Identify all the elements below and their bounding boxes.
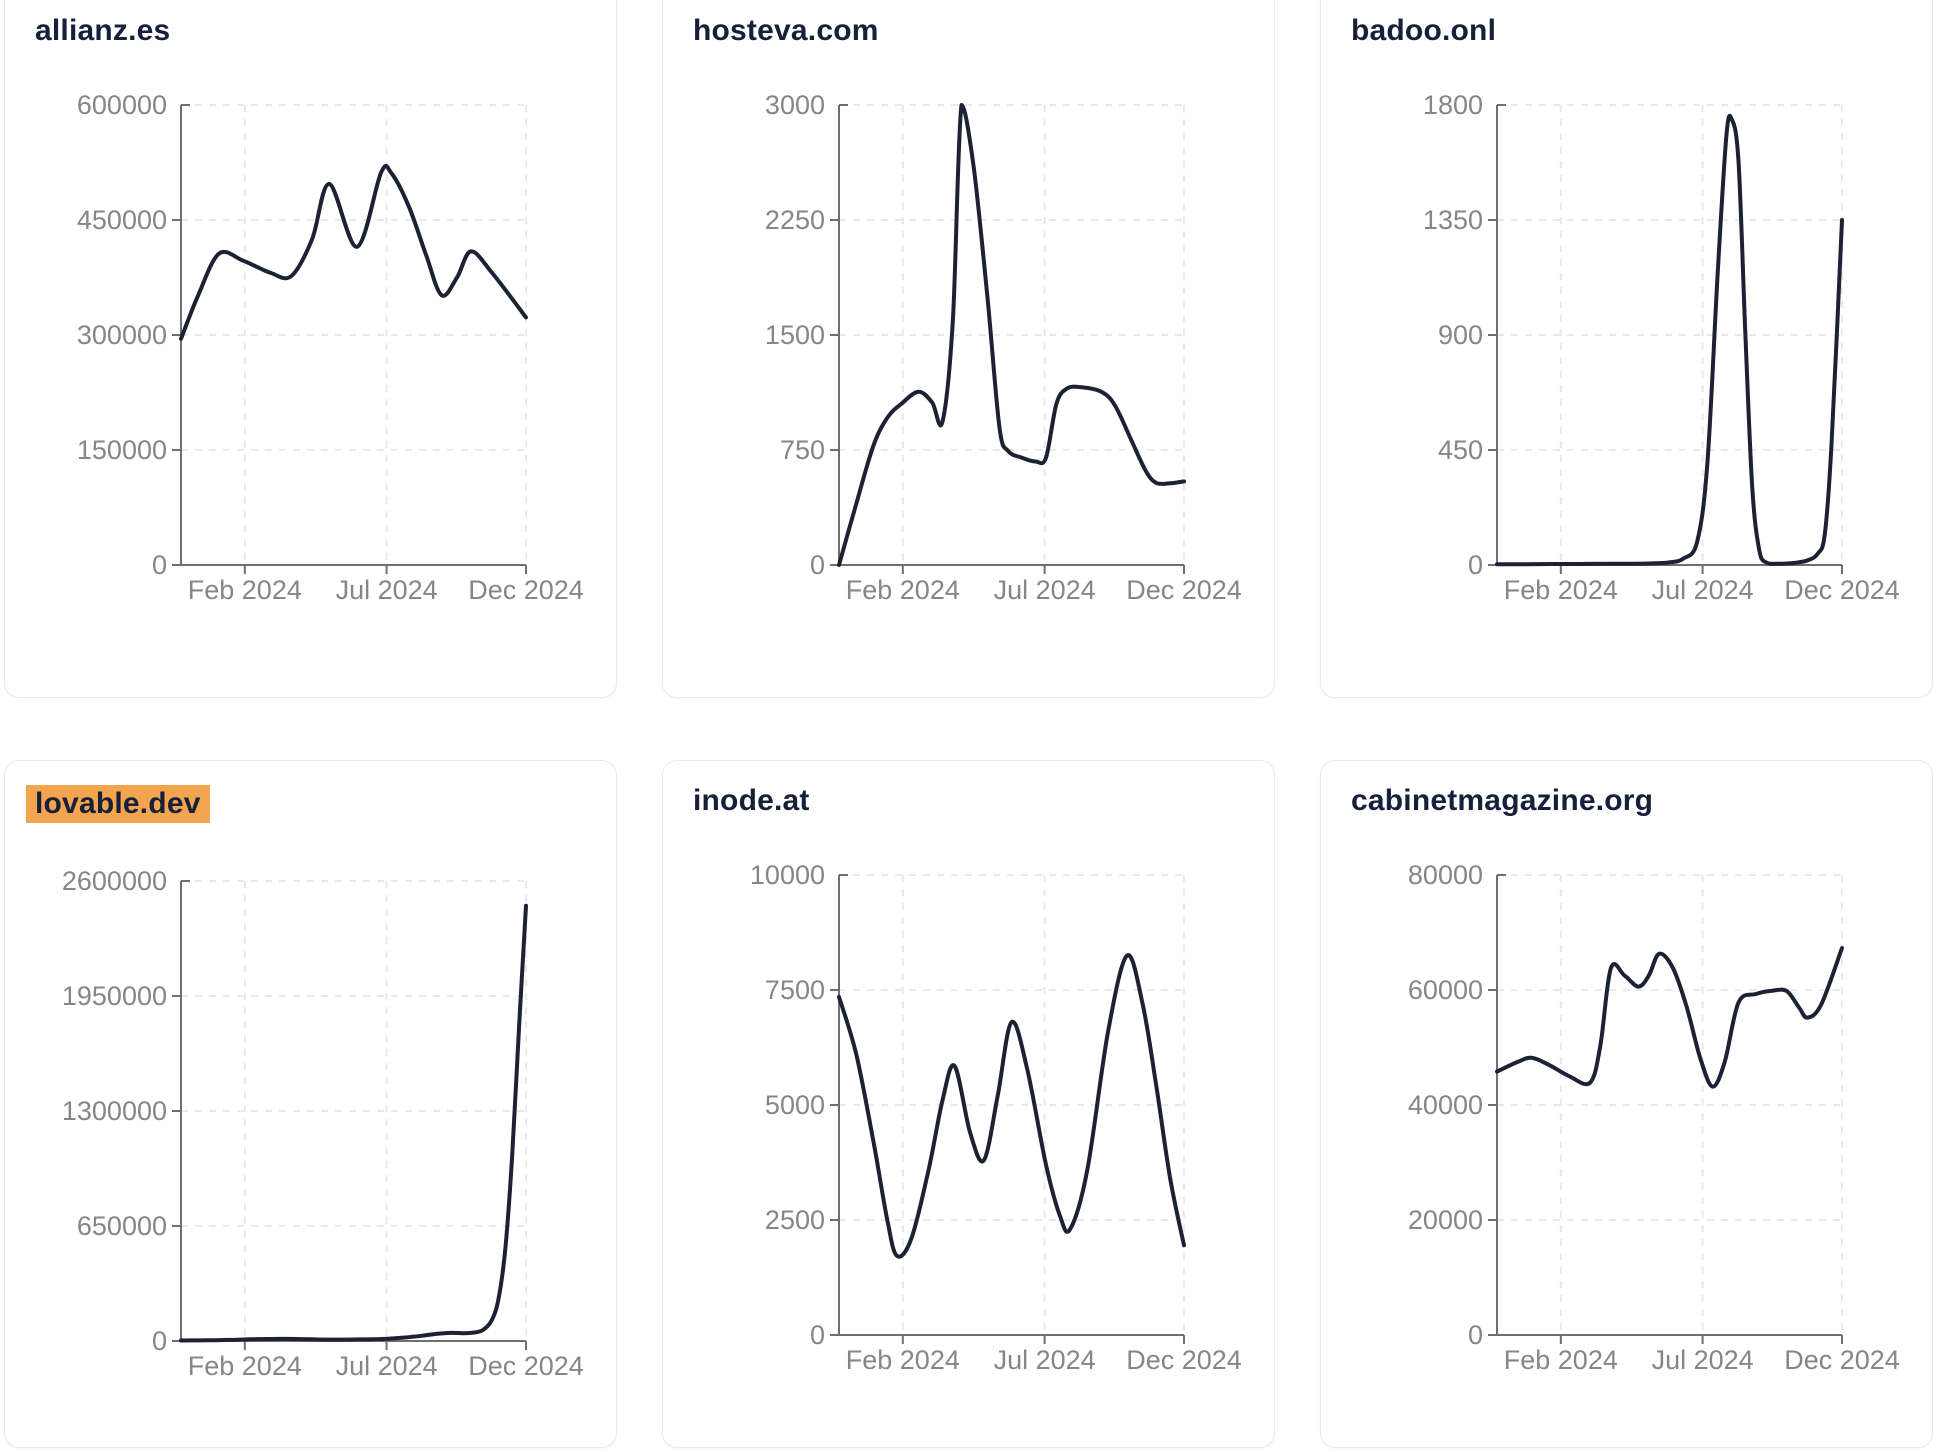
- card-title: badoo.onl: [1321, 0, 1932, 47]
- x-tick-label: Jul 2024: [1652, 1345, 1754, 1375]
- y-tick-label: 1800: [1423, 90, 1483, 120]
- domain-card: lovable.dev 0 650000 1300000 1950000 2600000…: [4, 760, 617, 1448]
- y-tick-label: 3000: [765, 90, 825, 120]
- y-tick-label: 1950000: [62, 981, 167, 1011]
- y-tick-label: 0: [810, 1320, 825, 1350]
- x-tick-label: Dec 2024: [468, 575, 584, 605]
- axes: 0 20000 40000 60000 80000 Feb 2024 Jul 2024 Dec…: [1408, 860, 1900, 1375]
- y-tick-label: 10000: [750, 860, 825, 890]
- axes: 0 2500 5000 7500 10000 Feb 2024 Jul 2024 Dec 20…: [750, 860, 1242, 1375]
- x-tick-label: Feb 2024: [188, 575, 302, 605]
- y-tick-label: 0: [810, 550, 825, 580]
- y-tick-label: 0: [1468, 550, 1483, 580]
- x-tick-label: Feb 2024: [188, 1351, 302, 1381]
- traffic-line: [837, 953, 1186, 1259]
- x-tick-label: Dec 2024: [468, 1351, 584, 1381]
- domain-name: allianz.es: [35, 14, 171, 47]
- y-tick-label: 2250: [765, 205, 825, 235]
- traffic-line: [179, 163, 528, 341]
- gridlines: [1497, 104, 1843, 565]
- traffic-line: [837, 103, 1186, 567]
- y-tick-label: 0: [152, 1326, 167, 1356]
- traffic-line: [179, 903, 528, 1343]
- y-tick-label: 750: [780, 435, 825, 465]
- x-tick-label: Dec 2024: [1126, 1345, 1242, 1375]
- domain-card: hosteva.com 0 750 1500 2250 3000 Feb 2024 Jul …: [662, 0, 1275, 698]
- y-tick-label: 60000: [1408, 975, 1483, 1005]
- traffic-line: [1495, 113, 1844, 567]
- gridlines: [839, 874, 1185, 1335]
- y-tick-label: 40000: [1408, 1090, 1483, 1120]
- card-title: inode.at: [663, 761, 1274, 817]
- axes: 0 650000 1300000 1950000 2600000 Feb 2024 Jul …: [62, 866, 584, 1381]
- domain-name: inode.at: [693, 784, 810, 817]
- domain-card: allianz.es 0 150000 300000 450000 600000 Feb …: [4, 0, 617, 698]
- axes: 0 450 900 1350 1800 Feb 2024 Jul 2024 Dec 2024: [1423, 90, 1900, 605]
- card-title: lovable.dev: [5, 761, 616, 823]
- x-tick-label: Jul 2024: [336, 575, 438, 605]
- domain-name: cabinetmagazine.org: [1351, 784, 1654, 817]
- traffic-line-chart: 0 150000 300000 450000 600000 Feb 2024 Jul 202…: [77, 90, 584, 605]
- y-tick-label: 1500: [765, 320, 825, 350]
- y-tick-label: 150000: [77, 435, 167, 465]
- x-tick-label: Dec 2024: [1784, 575, 1900, 605]
- x-tick-label: Dec 2024: [1126, 575, 1242, 605]
- axes: 0 150000 300000 450000 600000 Feb 2024 Jul 202…: [77, 90, 584, 605]
- x-tick-label: Feb 2024: [1504, 1345, 1618, 1375]
- y-tick-label: 20000: [1408, 1205, 1483, 1235]
- traffic-line-chart: 0 450 900 1350 1800 Feb 2024 Jul 2024 Dec 2024: [1423, 90, 1900, 605]
- x-tick-label: Jul 2024: [994, 1345, 1096, 1375]
- axes: 0 750 1500 2250 3000 Feb 2024 Jul 2024 Dec 2024: [765, 90, 1242, 605]
- y-tick-label: 600000: [77, 90, 167, 120]
- domain-name: lovable.dev: [26, 785, 210, 823]
- domain-name: hosteva.com: [693, 14, 879, 47]
- x-tick-label: Jul 2024: [336, 1351, 438, 1381]
- gridlines: [839, 104, 1185, 565]
- gridlines: [1497, 874, 1843, 1335]
- y-tick-label: 80000: [1408, 860, 1483, 890]
- gridlines: [181, 880, 527, 1341]
- y-tick-label: 7500: [765, 975, 825, 1005]
- traffic-line-chart: 0 20000 40000 60000 80000 Feb 2024 Jul 2024 Dec…: [1408, 860, 1900, 1375]
- x-tick-label: Jul 2024: [1652, 575, 1754, 605]
- y-tick-label: 0: [152, 550, 167, 580]
- traffic-line-chart: 0 650000 1300000 1950000 2600000 Feb 2024 Jul …: [62, 866, 584, 1381]
- y-tick-label: 0: [1468, 1320, 1483, 1350]
- traffic-line: [1495, 946, 1844, 1089]
- y-tick-label: 2600000: [62, 866, 167, 896]
- y-tick-label: 5000: [765, 1090, 825, 1120]
- x-tick-label: Feb 2024: [846, 1345, 960, 1375]
- y-tick-label: 300000: [77, 320, 167, 350]
- y-tick-label: 900: [1438, 320, 1483, 350]
- domain-card: cabinetmagazine.org 0 20000 40000 60000 8000…: [1320, 760, 1933, 1448]
- traffic-line-chart: 0 750 1500 2250 3000 Feb 2024 Jul 2024 Dec 2024: [765, 90, 1242, 605]
- x-tick-label: Feb 2024: [1504, 575, 1618, 605]
- card-title: hosteva.com: [663, 0, 1274, 47]
- card-title: allianz.es: [5, 0, 616, 47]
- y-tick-label: 450000: [77, 205, 167, 235]
- y-tick-label: 450: [1438, 435, 1483, 465]
- x-tick-label: Feb 2024: [846, 575, 960, 605]
- y-tick-label: 650000: [77, 1211, 167, 1241]
- domain-card: inode.at 0 2500 5000 7500 10000 Feb 2024 Jul 2…: [662, 760, 1275, 1448]
- domain-card: badoo.onl 0 450 900 1350 1800 Feb 2024 Jul 202…: [1320, 0, 1933, 698]
- domain-name: badoo.onl: [1351, 14, 1497, 47]
- x-tick-label: Dec 2024: [1784, 1345, 1900, 1375]
- y-tick-label: 2500: [765, 1205, 825, 1235]
- gridlines: [181, 104, 527, 565]
- traffic-line-chart: 0 2500 5000 7500 10000 Feb 2024 Jul 2024 Dec 20…: [750, 860, 1242, 1375]
- y-tick-label: 1350: [1423, 205, 1483, 235]
- y-tick-label: 1300000: [62, 1096, 167, 1126]
- card-title: cabinetmagazine.org: [1321, 761, 1932, 817]
- x-tick-label: Jul 2024: [994, 575, 1096, 605]
